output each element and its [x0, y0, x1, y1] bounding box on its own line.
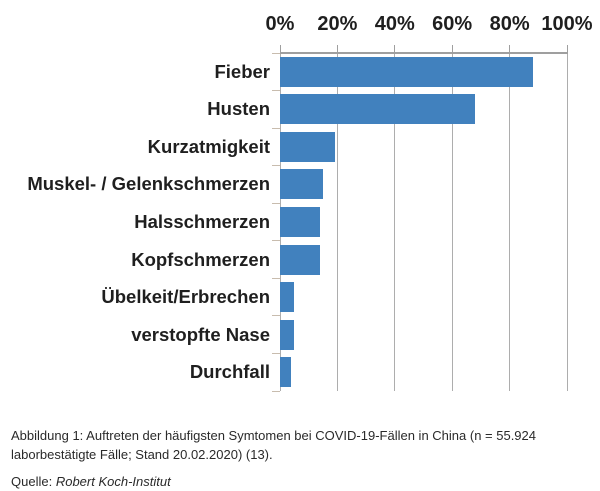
category-label: Kopfschmerzen [131, 248, 270, 270]
y-axis-tick-mark [272, 52, 280, 54]
category-label: Muskel- / Gelenkschmerzen [27, 173, 270, 195]
source-line: Quelle: Robert Koch-Institut [11, 472, 571, 491]
gridline [394, 53, 396, 391]
gridline [451, 53, 453, 391]
x-axis-tick-label: 80% [489, 13, 530, 35]
category-label: Kurzatmigkeit [147, 135, 270, 157]
x-axis-tick-label: 100% [541, 13, 593, 35]
y-axis-tick-mark [272, 165, 280, 167]
bar [280, 56, 533, 87]
bar [280, 244, 321, 275]
bar [280, 131, 335, 162]
x-axis-tick-label: 40% [374, 13, 415, 35]
y-axis-tick-mark [272, 202, 280, 204]
category-label: Fieber [214, 60, 270, 82]
bar [280, 207, 321, 237]
x-axis-tick-mark [451, 45, 453, 53]
y-axis-tick-mark [272, 90, 280, 92]
x-axis-tick-label: 60% [432, 13, 473, 35]
x-axis-tick-mark [509, 45, 511, 53]
y-axis-tick-mark [272, 390, 280, 392]
gridline [566, 53, 568, 391]
bar [280, 282, 295, 313]
source-label: Quelle: [11, 474, 53, 489]
category-label: verstopfte Nase [131, 323, 270, 345]
bar [280, 169, 324, 200]
x-axis-tick-label: 20% [317, 13, 358, 35]
gridline [509, 53, 511, 391]
bar [280, 357, 292, 388]
gridline [336, 53, 338, 391]
source-name: Robert Koch-Institut [55, 474, 171, 489]
y-axis-tick-mark [272, 240, 280, 242]
x-axis-line [280, 52, 568, 54]
x-axis-tick-mark [279, 45, 281, 53]
y-axis-tick-mark [272, 277, 280, 279]
y-axis-tick-mark [272, 127, 280, 129]
y-axis-tick-mark [272, 352, 280, 354]
symptom-frequency-bar-chart: 0% 20% 40% 60% 80% 100% Fieber Husten Kurzatmigk… [27, 13, 593, 392]
bar [280, 319, 295, 350]
category-label: Durchfall [189, 361, 270, 383]
bar [280, 94, 476, 125]
x-axis-tick-label: 0% [265, 13, 295, 35]
category-label: Übelkeit/Erbrechen [101, 286, 270, 308]
figure-caption: Abbildung 1: Auftreten der häufigsten Sy… [11, 428, 537, 462]
x-axis-tick-mark [336, 45, 338, 53]
x-axis-tick-mark [394, 45, 396, 53]
y-axis-tick-mark [272, 315, 280, 317]
category-label: Husten [207, 98, 270, 120]
category-label: Halsschmerzen [134, 211, 270, 232]
x-axis-tick-mark [566, 45, 568, 53]
